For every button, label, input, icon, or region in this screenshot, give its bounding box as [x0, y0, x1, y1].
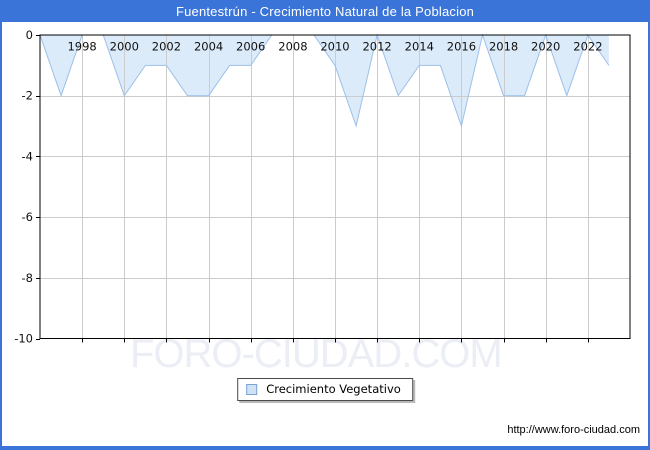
x-axis-labels: 1998 2000 2002 2004 2006 2008 2010 2012 2014 2016…	[67, 40, 602, 54]
svg-text:2020: 2020	[531, 40, 560, 54]
svg-text:2012: 2012	[362, 40, 391, 54]
chart-canvas: FORO-CIUDAD.COM 1998 2000 2002 2004 2006 2008…	[2, 22, 648, 446]
y-axis-labels: 0 -2 -4 -6 -8 -10	[14, 28, 33, 346]
axis-ticks	[36, 35, 589, 343]
series-line	[39, 33, 610, 128]
svg-text:-2: -2	[22, 89, 33, 103]
svg-text:2004: 2004	[194, 40, 223, 54]
svg-text:2014: 2014	[405, 40, 434, 54]
legend-label: Crecimiento Vegetativo	[266, 382, 401, 396]
svg-text:2010: 2010	[320, 40, 349, 54]
svg-text:2006: 2006	[236, 40, 265, 54]
svg-text:2008: 2008	[278, 40, 307, 54]
title-bar: Fuentestrún - Crecimiento Natural de la …	[0, 0, 650, 22]
svg-text:2018: 2018	[489, 40, 518, 54]
svg-text:1998: 1998	[67, 40, 96, 54]
svg-text:2000: 2000	[110, 40, 139, 54]
svg-text:0: 0	[26, 28, 33, 42]
legend-swatch-icon	[246, 383, 258, 395]
chart-svg: 1998 2000 2002 2004 2006 2008 2010 2012 2014 2016…	[14, 28, 631, 346]
footer-url: http://www.foro-ciudad.com	[507, 424, 640, 436]
svg-text:-6: -6	[22, 210, 33, 224]
svg-text:-4: -4	[22, 149, 33, 163]
gridlines	[40, 35, 630, 339]
svg-text:2016: 2016	[447, 40, 476, 54]
svg-text:2022: 2022	[573, 40, 602, 54]
legend: Crecimiento Vegetativo	[237, 378, 413, 401]
svg-text:-10: -10	[14, 332, 33, 346]
svg-text:-8: -8	[22, 271, 33, 285]
chart-title: Fuentestrún - Crecimiento Natural de la …	[175, 3, 475, 19]
svg-text:2002: 2002	[152, 40, 181, 54]
area-fill	[40, 35, 609, 126]
